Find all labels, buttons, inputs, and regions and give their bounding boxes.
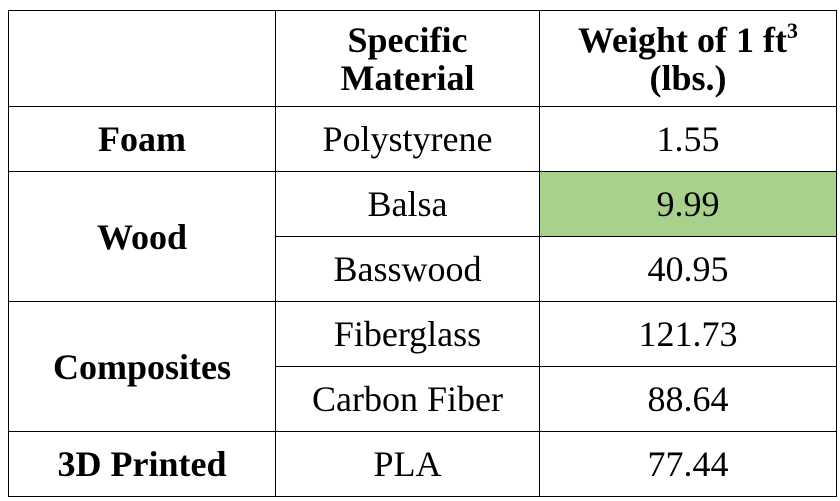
weight-cell: 77.44: [539, 431, 837, 497]
header-specific-label: Specific: [347, 19, 468, 60]
header-material-label: Material: [340, 57, 475, 98]
category-composites: Composites: [8, 301, 276, 432]
materials-table: Specific Material Weight of 1 ft3 (lbs.)…: [8, 10, 837, 497]
material-cell: Fiberglass: [275, 301, 540, 367]
table-row: Wood Balsa 9.99: [8, 171, 837, 302]
weight-cell: 40.95: [539, 236, 837, 302]
header-empty-cell: [8, 10, 276, 107]
header-weight-line1: Weight of 1 ft3: [540, 17, 836, 60]
weight-cell: 88.64: [539, 366, 837, 432]
material-cell: Carbon Fiber: [275, 366, 540, 432]
weight-cell-highlighted: 9.99: [539, 171, 837, 237]
material-cell: Balsa: [275, 171, 540, 237]
category-3d-printed: 3D Printed: [8, 431, 276, 497]
weight-cell: 1.55: [539, 106, 837, 172]
header-weight-unit: (lbs.): [649, 57, 727, 98]
table-row: Composites Fiberglass 121.73: [8, 301, 837, 432]
material-cell: Basswood: [275, 236, 540, 302]
table-row: Foam Polystyrene 1.55: [8, 106, 837, 172]
table-row: Basswood 40.95: [9, 236, 837, 302]
header-specific-material: Specific Material: [275, 10, 540, 107]
header-weight-superscript: 3: [786, 17, 798, 43]
table-row: 3D Printed PLA 77.44: [8, 431, 837, 497]
category-foam: Foam: [8, 106, 276, 172]
material-cell: PLA: [275, 431, 540, 497]
header-weight-label: Weight of 1 ft: [578, 19, 787, 60]
weight-cell: 121.73: [539, 301, 837, 367]
header-row: Specific Material Weight of 1 ft3 (lbs.): [8, 10, 837, 107]
material-cell: Polystyrene: [275, 106, 540, 172]
header-weight: Weight of 1 ft3 (lbs.): [539, 10, 837, 107]
category-wood: Wood: [8, 171, 276, 302]
